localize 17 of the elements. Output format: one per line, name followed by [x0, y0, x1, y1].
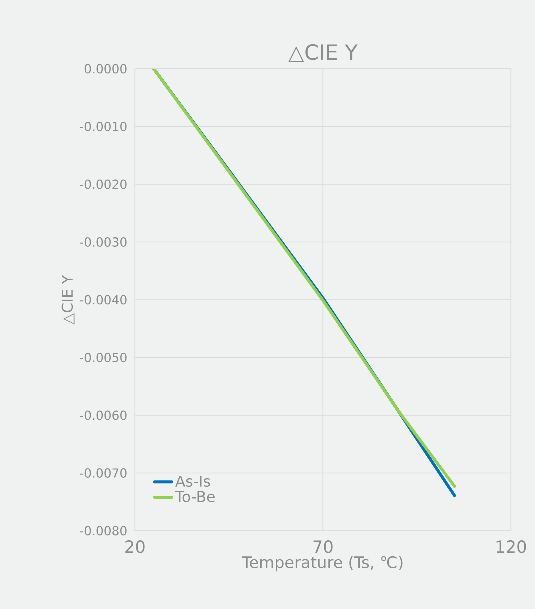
x-tick-label: 120 [496, 540, 526, 554]
y-tick-label: -0.0060 [80, 410, 127, 420]
y-tick-label: -0.0040 [80, 295, 127, 305]
x-axis-title: Temperature (Ts, ℃) [242, 556, 403, 572]
x-tick-label: 20 [126, 540, 145, 554]
y-tick-label: -0.0070 [80, 468, 127, 478]
chart-title: △CIE Y [288, 44, 358, 63]
legend-label: As-Is [175, 476, 210, 488]
y-tick-label: -0.0050 [80, 353, 127, 362]
y-tick-label: -0.0030 [80, 238, 127, 247]
y-tick-label: 0.0000 [84, 64, 127, 74]
legend-label: To-Be [175, 491, 215, 502]
y-tick-label: -0.0020 [80, 180, 127, 190]
y-tick-label: -0.0080 [80, 526, 127, 536]
y-tick-label: -0.0010 [80, 122, 127, 132]
x-tick-label: 70 [314, 540, 333, 554]
y-axis-title: △CIE Y [62, 275, 75, 325]
